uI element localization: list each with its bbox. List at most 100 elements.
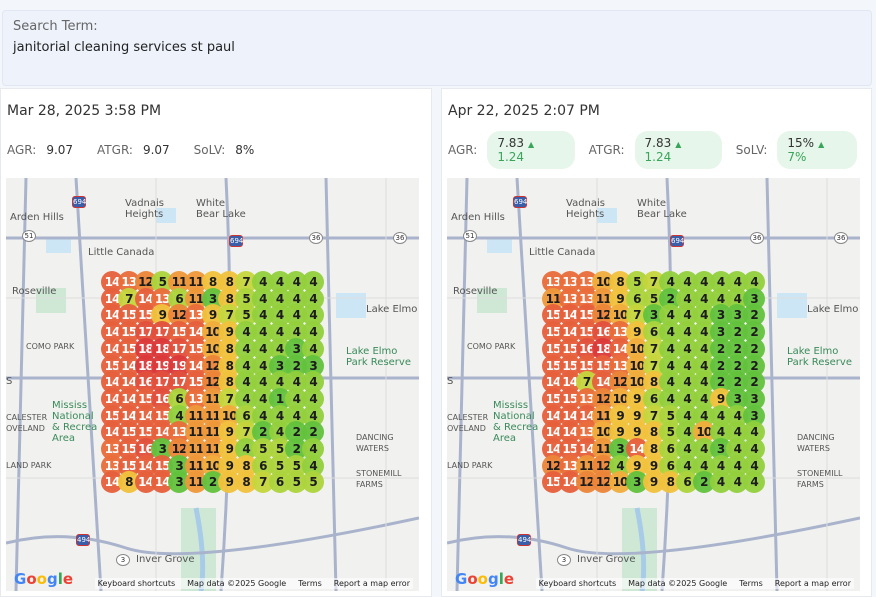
rank-pin[interactable]: 14 — [575, 404, 598, 427]
rank-pin[interactable]: 11 — [184, 271, 207, 293]
rank-pin[interactable]: 7 — [642, 354, 665, 377]
rank-pin[interactable]: 5 — [268, 454, 291, 477]
rank-pin[interactable]: 3 — [709, 304, 732, 327]
rank-pin[interactable]: 17 — [151, 321, 174, 344]
rank-pin[interactable]: 7 — [642, 404, 665, 427]
rank-pin[interactable]: 4 — [285, 304, 308, 327]
rank-pin[interactable]: 12 — [168, 438, 190, 460]
rank-pin[interactable]: 4 — [709, 471, 732, 494]
rank-pin[interactable]: 10 — [625, 337, 648, 360]
rank-pin[interactable]: 4 — [709, 287, 732, 310]
rank-pin[interactable]: 12 — [609, 371, 631, 394]
rank-pin[interactable]: 4 — [726, 471, 749, 494]
rank-pin[interactable]: 2 — [726, 354, 749, 377]
terms-link[interactable]: Terms — [739, 579, 763, 588]
rank-pin[interactable]: 6 — [642, 387, 665, 410]
rank-pin[interactable]: 14 — [609, 337, 631, 360]
rank-pin[interactable]: 4 — [692, 454, 715, 477]
rank-pin[interactable]: 4 — [676, 387, 698, 410]
rank-pin[interactable]: 14 — [101, 371, 123, 394]
rank-pin[interactable]: 14 — [558, 304, 581, 327]
rank-pin[interactable]: 4 — [743, 271, 765, 293]
rank-pin[interactable]: 7 — [218, 387, 241, 410]
rank-pin[interactable]: 9 — [625, 454, 648, 477]
report-map-error-link[interactable]: Report a map error — [333, 579, 410, 588]
rank-pin[interactable]: 3 — [743, 404, 765, 427]
rank-pin[interactable]: 3 — [709, 321, 732, 344]
rank-pin[interactable]: 10 — [609, 304, 631, 327]
rank-pin[interactable]: 4 — [251, 371, 274, 394]
rank-pin[interactable]: 4 — [726, 421, 749, 444]
rank-pin[interactable]: 4 — [676, 371, 698, 394]
rank-pin[interactable]: 9 — [625, 404, 648, 427]
rank-pin[interactable]: 8 — [117, 471, 140, 494]
rank-pin[interactable]: 12 — [134, 271, 157, 293]
rank-pin[interactable]: 4 — [251, 287, 274, 310]
rank-pin[interactable]: 11 — [184, 421, 207, 444]
rank-pin[interactable]: 7 — [575, 371, 598, 394]
rank-pin[interactable]: 3 — [743, 387, 765, 410]
rank-pin[interactable]: 14 — [558, 371, 581, 394]
rank-pin[interactable]: 17 — [134, 321, 157, 344]
rank-pin[interactable]: 12 — [201, 371, 224, 394]
rank-pin[interactable]: 16 — [134, 371, 157, 394]
rank-pin[interactable]: 15 — [134, 304, 157, 327]
rank-pin[interactable]: 4 — [285, 404, 308, 427]
rank-pin[interactable]: 2 — [251, 421, 274, 444]
rank-pin[interactable]: 3 — [168, 454, 190, 477]
rank-pin[interactable]: 4 — [302, 454, 324, 477]
rank-pin[interactable]: 14 — [184, 354, 207, 377]
rank-pin[interactable]: 7 — [117, 287, 140, 310]
rank-pin[interactable]: 4 — [743, 471, 765, 494]
rank-pin[interactable]: 14 — [134, 471, 157, 494]
rank-pin[interactable]: 2 — [201, 471, 224, 494]
rank-pin[interactable]: 14 — [134, 454, 157, 477]
rank-pin[interactable]: 9 — [609, 404, 631, 427]
rank-pin[interactable]: 4 — [692, 371, 715, 394]
rank-pin[interactable]: 7 — [235, 421, 257, 444]
rank-pin[interactable]: 6 — [642, 321, 665, 344]
rank-pin[interactable]: 15 — [542, 354, 564, 377]
rank-pin[interactable]: 14 — [575, 438, 598, 460]
rank-pin[interactable]: 6 — [268, 471, 291, 494]
rank-pin[interactable]: 13 — [575, 271, 598, 293]
rank-pin[interactable]: 4 — [743, 421, 765, 444]
rank-pin[interactable]: 4 — [268, 371, 291, 394]
rank-pin[interactable]: 10 — [625, 354, 648, 377]
rank-pin[interactable]: 4 — [692, 354, 715, 377]
rank-pin[interactable]: 12 — [592, 304, 615, 327]
rank-pin[interactable]: 8 — [642, 371, 665, 394]
rank-pin[interactable]: 4 — [692, 271, 715, 293]
rank-pin[interactable]: 4 — [692, 321, 715, 344]
rank-pin[interactable]: 4 — [692, 304, 715, 327]
rank-pin[interactable]: 16 — [592, 321, 615, 344]
rank-pin[interactable]: 3 — [726, 387, 749, 410]
rank-pin[interactable]: 3 — [609, 438, 631, 460]
rank-pin[interactable]: 13 — [558, 287, 581, 310]
rank-pin[interactable]: 4 — [726, 438, 749, 460]
rank-pin[interactable]: 11 — [201, 421, 224, 444]
rank-pin[interactable]: 14 — [117, 387, 140, 410]
terms-link[interactable]: Terms — [298, 579, 322, 588]
rank-pin[interactable]: 11 — [201, 438, 224, 460]
rank-pin[interactable]: 4 — [692, 287, 715, 310]
rank-pin[interactable]: 18 — [134, 354, 157, 377]
rank-pin[interactable]: 5 — [268, 438, 291, 460]
rank-pin[interactable]: 18 — [134, 337, 157, 360]
rank-pin[interactable]: 15 — [168, 321, 190, 344]
rank-pin[interactable]: 9 — [625, 387, 648, 410]
rank-pin[interactable]: 13 — [168, 421, 190, 444]
rank-pin[interactable]: 4 — [676, 321, 698, 344]
rank-pin[interactable]: 1 — [268, 387, 291, 410]
rank-pin[interactable]: 9 — [609, 287, 631, 310]
rank-pin[interactable]: 15 — [558, 438, 581, 460]
rank-pin[interactable]: 2 — [726, 371, 749, 394]
rank-pin[interactable]: 4 — [251, 304, 274, 327]
rank-pin[interactable]: 15 — [117, 337, 140, 360]
rank-pin[interactable]: 9 — [218, 421, 241, 444]
keyboard-shortcuts-link[interactable]: Keyboard shortcuts — [538, 579, 617, 588]
rank-pin[interactable]: 15 — [151, 454, 174, 477]
keyboard-shortcuts-link[interactable]: Keyboard shortcuts — [97, 579, 176, 588]
rank-pin[interactable]: 4 — [251, 354, 274, 377]
rank-pin[interactable]: 6 — [676, 471, 698, 494]
